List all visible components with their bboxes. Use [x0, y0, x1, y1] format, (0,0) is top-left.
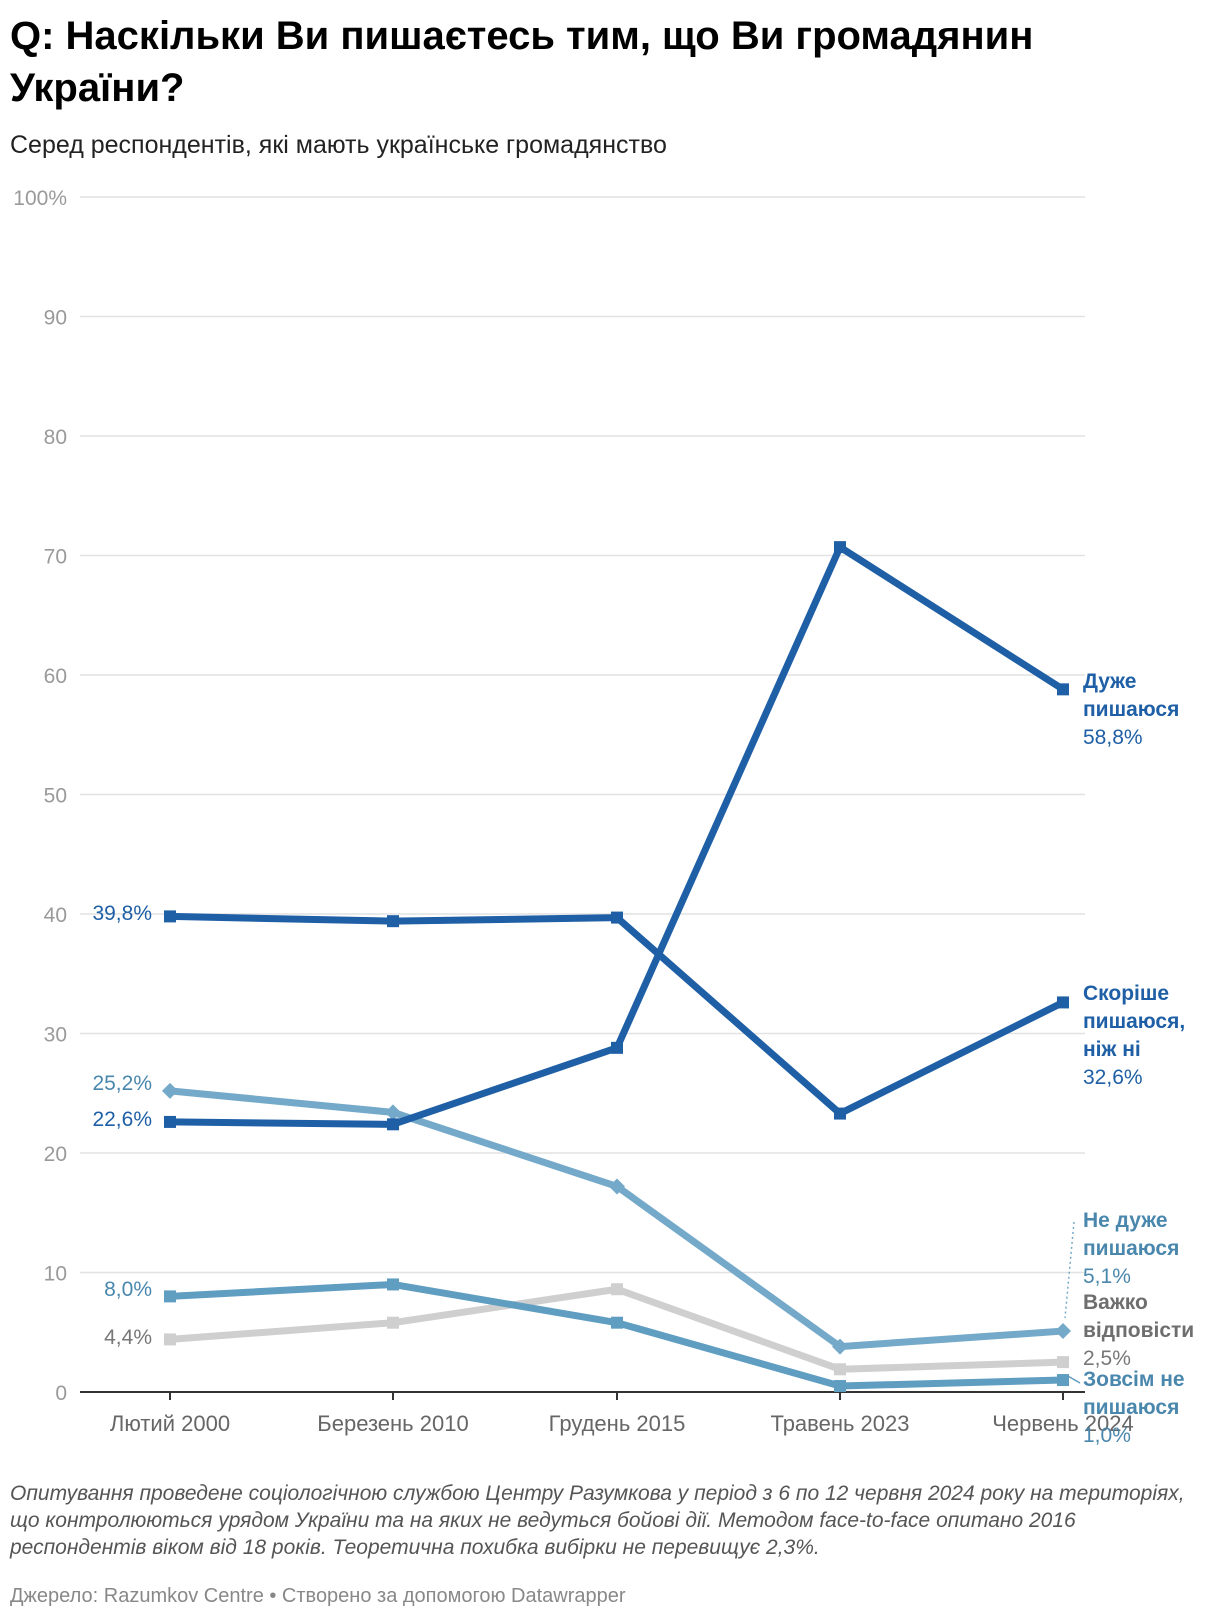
data-point	[1057, 683, 1069, 696]
series-end-label: пишаюся,	[1083, 1010, 1185, 1033]
data-point	[1057, 1356, 1069, 1369]
data-point	[162, 1082, 178, 1099]
series-end-label: Не дуже	[1083, 1209, 1168, 1232]
data-point	[387, 1118, 399, 1131]
data-point	[834, 1363, 846, 1376]
series-end-value: 2,5%	[1083, 1347, 1131, 1370]
series-end-value: 32,6%	[1083, 1066, 1143, 1089]
x-tick-label: Травень 2023	[770, 1411, 909, 1436]
series-start-value: 39,8%	[92, 902, 152, 925]
data-point	[164, 1333, 176, 1346]
x-tick-label: Березень 2010	[317, 1411, 468, 1436]
series-start-value: 8,0%	[104, 1278, 152, 1301]
x-tick-label: Червень 2024	[992, 1411, 1133, 1436]
series-end-label: Дуже	[1083, 670, 1136, 693]
chart-source: Джерело: Razumkov Centre • Створено за д…	[10, 1585, 626, 1607]
series-end-value: 1,0%	[1083, 1424, 1131, 1447]
series-end-label: Зовсім не	[1083, 1368, 1185, 1391]
data-point	[834, 1380, 846, 1393]
series-line	[166, 912, 1067, 1118]
series-start-value: 22,6%	[92, 1108, 152, 1131]
data-point	[609, 1178, 625, 1195]
data-point	[164, 1115, 176, 1128]
y-tick-label: 60	[44, 665, 67, 688]
series-end-label: ніж ні	[1083, 1038, 1141, 1061]
y-tick-label: 30	[44, 1024, 67, 1047]
series-line	[166, 1087, 1067, 1351]
data-point	[164, 1290, 176, 1303]
series-end-label: пишаюся	[1083, 698, 1179, 721]
data-point	[834, 1107, 846, 1120]
data-point	[387, 1278, 399, 1291]
series-start-value: 4,4%	[104, 1326, 152, 1349]
y-tick-label: 100%	[13, 187, 67, 210]
data-point	[1055, 1323, 1071, 1340]
series-end-label: відповісти	[1083, 1319, 1194, 1342]
data-point	[611, 1316, 623, 1329]
y-tick-label: 40	[44, 904, 67, 927]
series-line	[166, 1280, 1067, 1390]
series-end-label: Важко	[1083, 1291, 1148, 1314]
y-tick-label: 70	[44, 546, 67, 569]
data-point	[164, 910, 176, 923]
series-end-value: 5,1%	[1083, 1265, 1131, 1288]
chart-notes: Опитування проведене соціологічною служб…	[10, 1482, 1185, 1559]
y-tick-label: 90	[44, 307, 67, 330]
chart-title: Q: Наскільки Ви пишаєтесь тим, що Ви гро…	[10, 14, 1034, 110]
label-connector	[1064, 1221, 1075, 1319]
line-chart: 0 10 20 30 40 50 60 70 80 90 100% Лютий 2000 Березен…	[13, 187, 1194, 1447]
x-tick-label: Лютий 2000	[110, 1411, 230, 1436]
series-end-label: Скоріше	[1083, 982, 1169, 1005]
data-point	[832, 1338, 848, 1355]
data-point	[834, 541, 846, 554]
data-point	[611, 911, 623, 924]
data-point	[387, 915, 399, 928]
y-tick-label: 10	[44, 1263, 67, 1286]
series-line	[166, 1285, 1067, 1373]
y-tick-label: 0	[55, 1382, 67, 1405]
data-point	[611, 1041, 623, 1054]
chart-subtitle: Серед респондентів, які мають українське…	[10, 131, 667, 159]
y-tick-label: 50	[44, 785, 67, 808]
series-end-value: 58,8%	[1083, 726, 1143, 749]
y-tick-label: 80	[44, 426, 67, 449]
data-point	[385, 1104, 401, 1121]
data-point	[1057, 1374, 1069, 1387]
data-point	[387, 1316, 399, 1329]
series-line	[166, 543, 1067, 1128]
data-point	[611, 1283, 623, 1296]
series-start-value: 25,2%	[92, 1072, 152, 1095]
label-connector	[1065, 1374, 1081, 1384]
data-point	[1057, 996, 1069, 1009]
x-tick-label: Грудень 2015	[549, 1411, 686, 1436]
series-end-label: пишаюся	[1083, 1396, 1179, 1419]
series-end-label: пишаюся	[1083, 1237, 1179, 1260]
y-tick-label: 20	[44, 1143, 67, 1166]
